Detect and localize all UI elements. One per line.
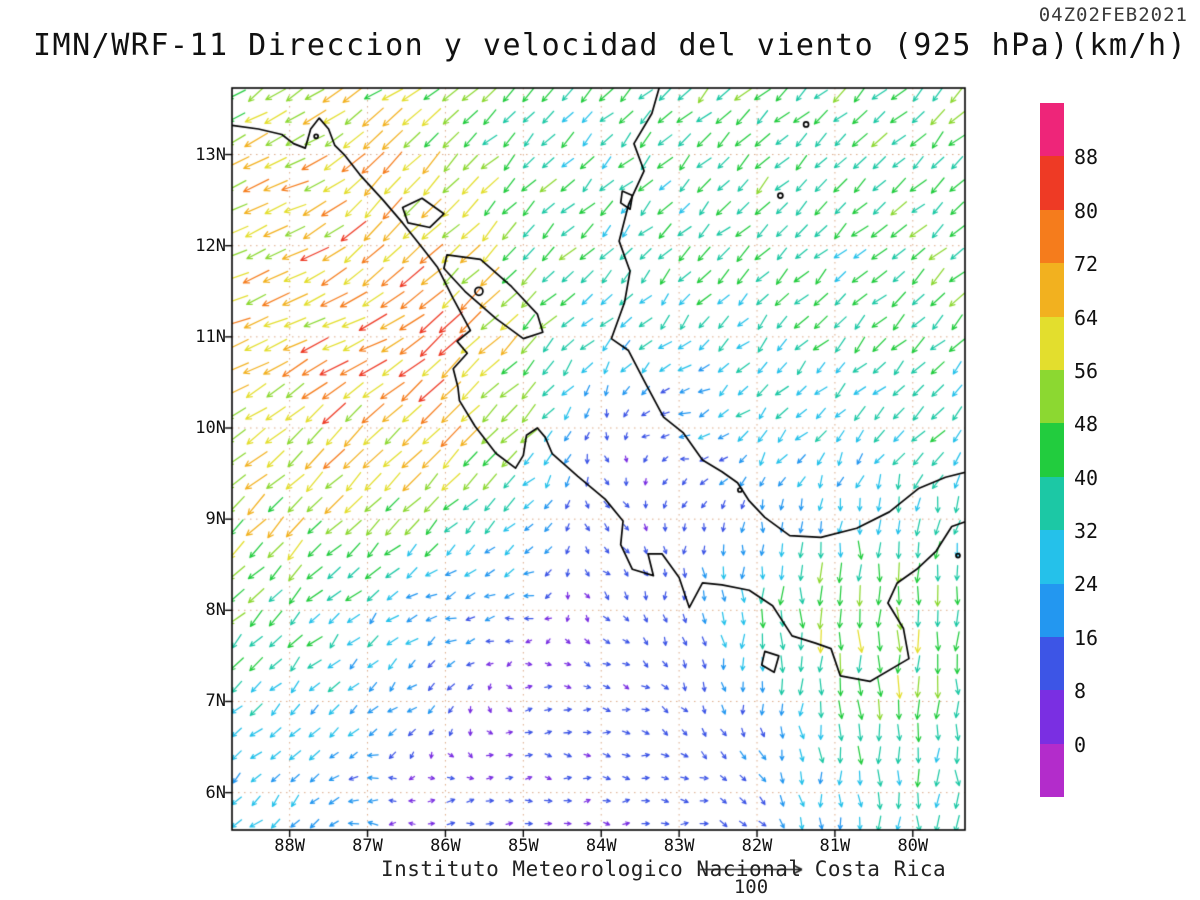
y-axis-tick-label: 10N: [195, 418, 226, 438]
y-axis-tick-label: 8N: [205, 600, 226, 621]
reference-vector-label: 100: [733, 876, 769, 898]
x-axis-tick-label: 88W: [274, 836, 305, 856]
footer-credit: Instituto Meteorologico Nacional Costa R…: [381, 857, 947, 881]
x-axis-tick-label: 85W: [507, 836, 539, 856]
colorbar-tick-label: 24: [1074, 572, 1099, 597]
colorbar-segments: [1040, 103, 1064, 798]
x-axis-tick-label: 82W: [741, 836, 773, 856]
run-date-label: 04Z02FEB2021: [1038, 4, 1188, 26]
y-axis-tick-label: 6N: [205, 782, 226, 803]
colorbar-segment: [1040, 583, 1064, 637]
chart-title: IMN/WRF-11 Direccion y velocidad del vie…: [33, 28, 1188, 63]
colorbar-segment: [1040, 423, 1064, 477]
colorbar-tick-label: 40: [1074, 465, 1099, 490]
colorbar-segment: [1040, 530, 1064, 584]
y-axis-tick-label: 12N: [195, 235, 226, 256]
x-axis-tick-label: 87W: [352, 836, 383, 856]
y-axis-tick-label: 11N: [195, 326, 226, 347]
y-axis-tick-label: 7N: [205, 691, 226, 712]
colorbar-tick-label: 16: [1074, 625, 1099, 650]
colorbar-tick-label: 48: [1074, 412, 1099, 437]
x-axis-tick-label: 81W: [819, 836, 851, 856]
colorbar-segment: [1040, 369, 1064, 424]
colorbar-segment: [1040, 103, 1064, 157]
colorbar-segment: [1040, 743, 1064, 798]
colorbar-segment: [1040, 690, 1064, 744]
colorbar-tick-label: 32: [1074, 519, 1099, 544]
x-axis-tick-label: 84W: [585, 836, 617, 856]
colorbar-segment: [1040, 156, 1064, 210]
colorbar-segment: [1040, 316, 1064, 370]
colorbar-tick-label: 80: [1074, 198, 1099, 223]
x-axis-tick-label: 86W: [430, 836, 461, 856]
colorbar-segment: [1040, 476, 1064, 531]
y-axis-tick-label: 13N: [195, 144, 226, 165]
colorbar-segment: [1040, 263, 1064, 317]
y-axis-tick-label: 9N: [205, 509, 226, 530]
colorbar-tick-label: 56: [1074, 358, 1099, 383]
x-axis-tick-label: 80W: [897, 836, 929, 856]
colorbar: 88 80 72 64 56 48 40 32 24 16 8 0: [1040, 103, 1150, 798]
colorbar-tick-label: 72: [1074, 252, 1099, 277]
colorbar-segment: [1040, 636, 1064, 691]
colorbar-tick-label: 88: [1074, 145, 1099, 170]
colorbar-tick-label: 64: [1074, 305, 1099, 330]
colorbar-segment: [1040, 209, 1064, 264]
colorbar-tick-label: 0: [1074, 732, 1087, 757]
colorbar-tick-label: 8: [1074, 679, 1087, 704]
x-axis-tick-label: 83W: [663, 836, 695, 856]
